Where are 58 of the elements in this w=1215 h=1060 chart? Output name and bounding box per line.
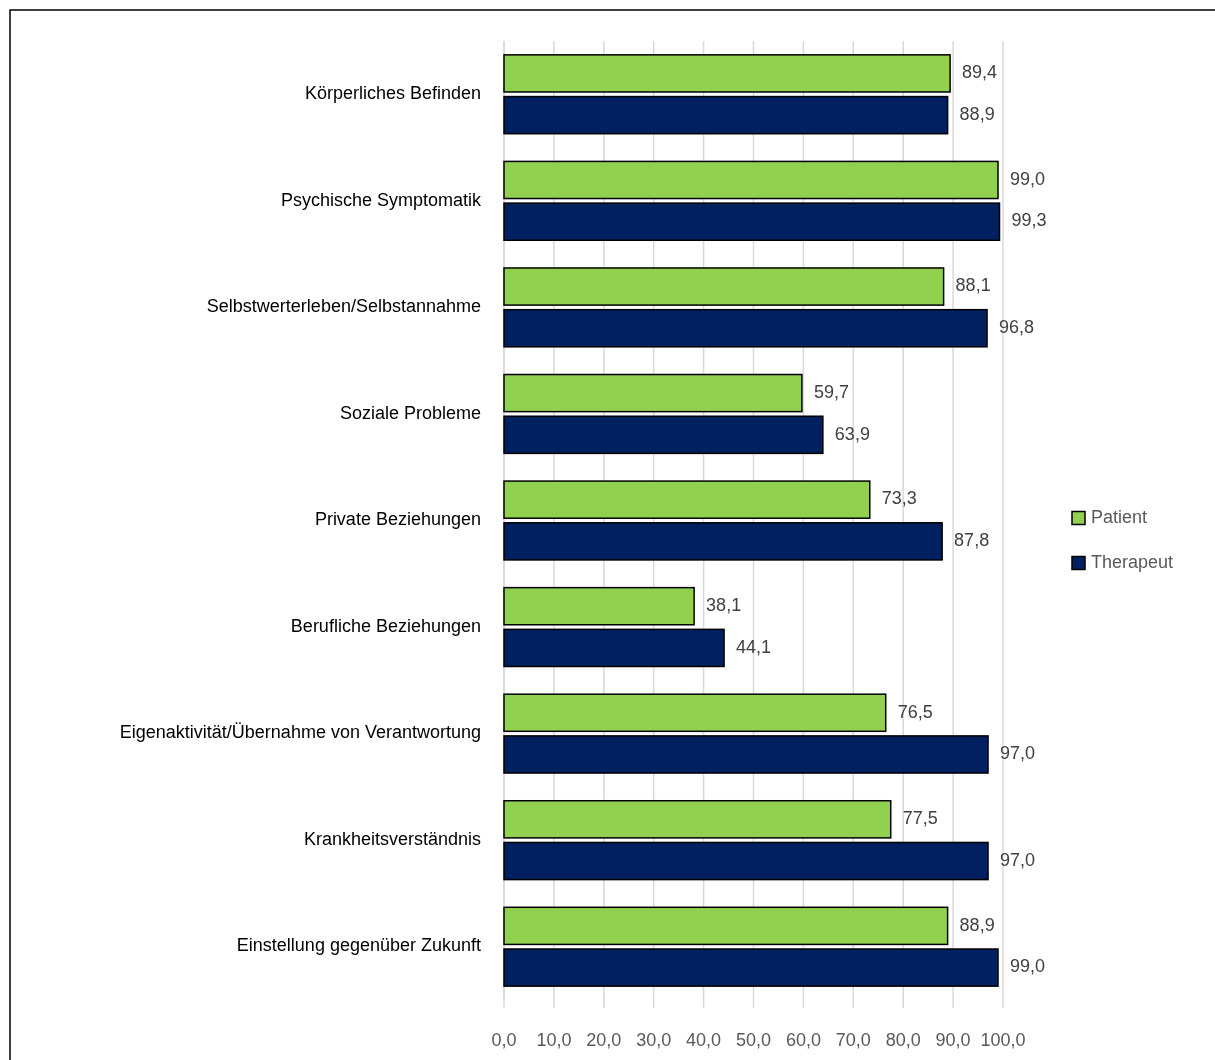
- data-label: 87,8: [954, 530, 990, 551]
- x-tick-label: 0,0: [491, 1030, 517, 1050]
- data-label: 76,5: [897, 701, 933, 722]
- y-tick-label: Eigenaktivität/Übernahme von Verantwortung: [119, 722, 481, 743]
- bar: [503, 735, 989, 774]
- bar: [503, 160, 999, 200]
- x-tick-label: 20,0: [586, 1030, 622, 1050]
- y-tick-label: Einstellung gegenüber Zukunft: [236, 935, 481, 956]
- bar: [503, 693, 887, 733]
- y-tick-label: Psychische Symptomatik: [280, 189, 482, 210]
- bar: [503, 54, 951, 93]
- bar: [503, 841, 989, 881]
- data-label: 99,0: [1010, 956, 1046, 977]
- bar: [503, 586, 695, 626]
- y-tick-label: Körperliches Befinden: [304, 83, 481, 104]
- bar: [503, 415, 824, 455]
- bar: [503, 202, 1001, 242]
- data-label: 88,9: [959, 103, 995, 124]
- y-tick-label: Private Beziehungen: [314, 509, 481, 530]
- data-label: 88,1: [955, 275, 991, 296]
- data-label: 88,9: [959, 914, 995, 935]
- x-tick-label: 10,0: [536, 1030, 572, 1050]
- x-tick-label: 90,0: [935, 1030, 971, 1050]
- bar: [503, 267, 945, 306]
- data-label: 77,5: [902, 808, 938, 829]
- bar: [503, 373, 803, 413]
- y-tick-label: Berufliche Beziehungen: [290, 615, 481, 636]
- legend-label: Patient: [1091, 507, 1148, 528]
- data-label: 99,3: [1011, 210, 1047, 231]
- data-label: 63,9: [834, 423, 870, 444]
- data-label: 96,8: [999, 317, 1035, 337]
- bar: [503, 948, 999, 987]
- bar: [503, 799, 892, 839]
- data-label: 44,1: [736, 636, 772, 657]
- data-label: 73,3: [881, 488, 917, 509]
- data-label: 38,1: [706, 594, 742, 615]
- bar: [503, 95, 949, 135]
- y-tick-label: Selbstwerterleben/Selbstannahme: [206, 296, 481, 317]
- bar: [503, 480, 871, 519]
- x-tick-label: 30,0: [636, 1030, 672, 1050]
- bar: [503, 522, 943, 561]
- bar: [503, 308, 988, 348]
- bar: [503, 628, 725, 668]
- legend-label: Therapeut: [1091, 552, 1174, 573]
- data-label: 99,0: [1010, 168, 1046, 189]
- y-tick-label: Soziale Probleme: [339, 402, 481, 423]
- x-tick-label: 100,0: [980, 1030, 1026, 1050]
- x-tick-label: 40,0: [686, 1030, 722, 1050]
- data-label: 97,0: [1000, 849, 1036, 870]
- data-label: 59,7: [813, 381, 849, 402]
- x-tick-label: 60,0: [785, 1030, 821, 1050]
- x-tick-label: 50,0: [735, 1030, 772, 1050]
- x-tick-label: 70,0: [835, 1030, 871, 1050]
- data-label: 89,4: [962, 62, 998, 83]
- data-label: 97,0: [1000, 743, 1036, 764]
- x-tick-label: 80,0: [885, 1030, 921, 1050]
- bar: [503, 906, 949, 946]
- y-tick-label: Krankheitsverständnis: [303, 828, 481, 849]
